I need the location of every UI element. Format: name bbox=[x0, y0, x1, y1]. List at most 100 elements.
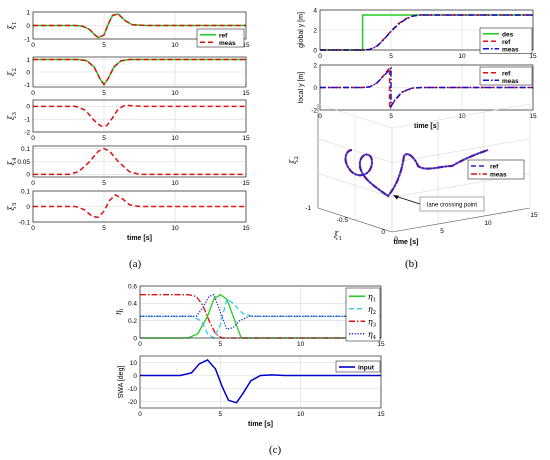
xi2-series-meas bbox=[33, 58, 246, 86]
swa-series-input bbox=[140, 358, 381, 404]
traj3d-xi1-tick: -0.5 bbox=[337, 217, 349, 224]
localy-xlabel: time [s] bbox=[414, 123, 439, 130]
caption-b: (b) bbox=[405, 258, 418, 270]
xi5-xtick-label: 0 bbox=[31, 225, 35, 232]
globaly-legend-label-meas: meas bbox=[502, 46, 519, 53]
xi4-xtick-label: 5 bbox=[102, 180, 106, 187]
localy-xtick-label: 5 bbox=[389, 113, 393, 120]
xi4-ytick-label: 0.05 bbox=[17, 159, 30, 166]
xi1-xtick-label: 5 bbox=[102, 42, 106, 49]
localy-xtick-label: 10 bbox=[458, 113, 466, 120]
eta-xtick-label: 10 bbox=[297, 341, 305, 348]
xi5-xtick-label: 5 bbox=[102, 225, 106, 232]
swa-xtick-label: 5 bbox=[219, 411, 223, 418]
xi1-xtick-label: 10 bbox=[171, 42, 179, 49]
xi4-ylabel: ξ4 bbox=[7, 157, 18, 165]
eta-legend-label-η1: η1 bbox=[368, 292, 376, 303]
traj3d-annotation-arrowhead bbox=[393, 195, 399, 200]
xi4-ytick-label: 0 bbox=[26, 172, 30, 179]
eta-ytick-label: 0 bbox=[133, 335, 137, 342]
xi2-xtick-label: 10 bbox=[171, 90, 179, 97]
eta-ytick-label: 0.4 bbox=[128, 301, 137, 308]
xi2-xtick-label: 0 bbox=[31, 90, 35, 97]
globaly-ytick-label: 4 bbox=[313, 7, 317, 14]
traj3d-time-tick: 15 bbox=[530, 212, 538, 219]
eta-legend-label-η4: η4 bbox=[368, 330, 377, 341]
xi3-ytick-label: -1 bbox=[24, 117, 30, 124]
xi1-series-meas bbox=[33, 13, 246, 39]
swa-ylabel: SWA [deg] bbox=[118, 366, 125, 399]
globaly-ytick-label: 2 bbox=[313, 27, 317, 34]
caption-a: (a) bbox=[129, 258, 142, 270]
localy-xtick-label: 15 bbox=[529, 113, 537, 120]
xi1-ylabel: ξ1 bbox=[7, 22, 18, 30]
traj3d-xi2-label: ξ2 bbox=[289, 156, 300, 164]
traj3d-xi1-label: ξ1 bbox=[334, 231, 342, 242]
swa-xtick-label: 15 bbox=[377, 411, 385, 418]
eta-frame bbox=[139, 285, 382, 339]
traj3d-legend bbox=[467, 159, 525, 180]
swa-legend bbox=[335, 360, 381, 373]
traj3d-grid bbox=[317, 138, 393, 163]
xi5-ylabel: ξ5 bbox=[7, 202, 18, 210]
traj3d-grid bbox=[317, 173, 393, 198]
xi3-frame bbox=[32, 99, 247, 133]
xi3-xtick-label: 10 bbox=[171, 135, 179, 142]
localy-ytick-label: -2 bbox=[311, 107, 317, 114]
xi3-series-meas bbox=[33, 104, 246, 127]
xi2-xtick-label: 5 bbox=[102, 90, 106, 97]
traj3d-annotation-arrow bbox=[394, 195, 421, 205]
traj3d-time-tick: 0 bbox=[394, 236, 398, 243]
eta-legend-label-η2: η2 bbox=[368, 305, 376, 316]
xi2-ytick-label: -1 bbox=[24, 82, 30, 89]
traj3d-axis bbox=[391, 207, 531, 233]
xi4-xtick-label: 10 bbox=[171, 180, 179, 187]
xi3-xtick-label: 15 bbox=[242, 135, 250, 142]
swa-legend-label-input: input bbox=[358, 365, 375, 372]
eta-xtick-label: 0 bbox=[138, 341, 142, 348]
traj3d-time-tick: 10 bbox=[484, 220, 492, 227]
xi2-ytick-label: 0 bbox=[26, 69, 30, 76]
xi5-xtick-label: 10 bbox=[171, 225, 179, 232]
traj3d-legend-label-meas: meas bbox=[490, 172, 507, 179]
eta-series-η1 bbox=[140, 293, 381, 339]
xi3-ylabel: ξ3 bbox=[7, 112, 18, 120]
traj3d-grid bbox=[317, 103, 393, 129]
swa-ytick-label: 10 bbox=[130, 360, 138, 367]
xi5-xlabel: time [s] bbox=[127, 235, 152, 242]
globaly-legend-label-ref: ref bbox=[502, 39, 511, 46]
xi1-legend-label-ref: ref bbox=[219, 32, 228, 39]
xi4-xtick-label: 15 bbox=[242, 180, 250, 187]
localy-frame bbox=[319, 64, 534, 111]
eta-ytick-label: 0.6 bbox=[128, 283, 137, 290]
eta-series-η2 bbox=[140, 297, 381, 339]
swa-xtick-label: 0 bbox=[138, 411, 142, 418]
traj3d-grid bbox=[391, 103, 531, 129]
xi1-ytick-label: 1 bbox=[26, 9, 30, 16]
xi1-ytick-label: -1 bbox=[24, 36, 30, 43]
xi5-frame bbox=[32, 190, 247, 223]
localy-xtick-label: 0 bbox=[318, 113, 322, 120]
xi1-frame bbox=[32, 11, 247, 40]
swa-frame bbox=[139, 355, 382, 409]
xi1-legend-label-meas: meas bbox=[219, 40, 236, 47]
traj3d-annotation-box bbox=[419, 196, 485, 212]
globaly-xtick-label: 15 bbox=[529, 53, 537, 60]
caption-c: (c) bbox=[269, 444, 282, 456]
traj3d-time-tick: 5 bbox=[440, 228, 444, 235]
swa-ytick-label: 0 bbox=[133, 373, 137, 380]
swa-xtick-label: 10 bbox=[297, 411, 305, 418]
xi2-ylabel: ξ2 bbox=[7, 68, 18, 76]
localy-legend-label-ref: ref bbox=[502, 70, 511, 77]
xi4-xtick-label: 0 bbox=[31, 180, 35, 187]
xi3-ytick-label: -2 bbox=[24, 129, 30, 136]
globaly-ylabel: global y [m] bbox=[298, 12, 305, 48]
swa-ytick-label: -20 bbox=[128, 399, 138, 406]
globaly-series-meas bbox=[320, 14, 533, 51]
xi5-ytick-label: 0.1 bbox=[21, 188, 30, 195]
traj3d-xi1-tick: 0 bbox=[381, 229, 385, 236]
globaly-legend-label-des: des bbox=[502, 31, 514, 38]
xi5-series-meas bbox=[33, 193, 246, 219]
xi4-frame bbox=[32, 145, 247, 178]
